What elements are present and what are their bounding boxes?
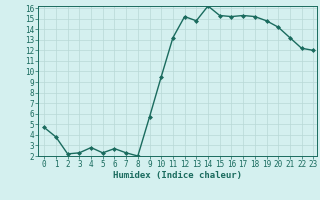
X-axis label: Humidex (Indice chaleur): Humidex (Indice chaleur) xyxy=(113,171,242,180)
